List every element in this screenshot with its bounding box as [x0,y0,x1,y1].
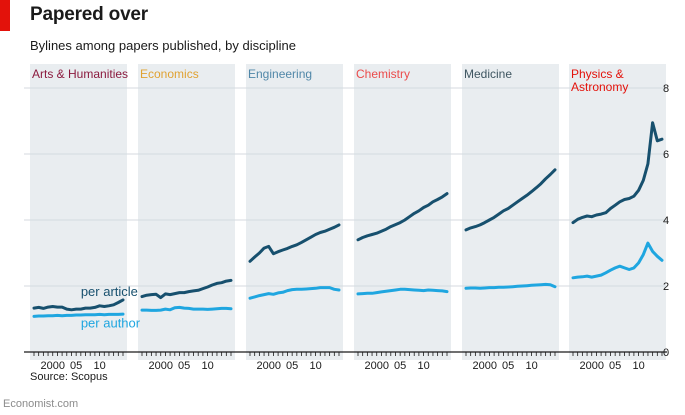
x-tick-label: 05 [178,360,190,372]
x-tick-label: 05 [70,360,82,372]
x-tick-label: 10 [201,360,213,372]
x-tick-label: 10 [632,360,644,372]
x-tick-label: 10 [525,360,537,372]
series-line-per-author [248,286,341,300]
panel-background [462,64,559,360]
y-tick-label: 4 [663,215,669,227]
panel-label: Physics & [571,67,624,81]
x-tick-label: 10 [93,360,105,372]
x-tick-label: 2000 [256,360,280,372]
chart-subtitle: Bylines among papers published, by disci… [30,38,296,53]
panel-label: Arts & Humanities [32,67,128,81]
panel-background [30,64,127,360]
series-line-per-article [571,121,664,225]
series-line-per-author [464,282,557,290]
x-tick-label: 05 [394,360,406,372]
series-line-per-article [248,223,341,263]
series-line-per-article [356,192,449,242]
x-tick-label: 2000 [148,360,172,372]
series-line-per-article [140,278,233,300]
y-tick-label: 6 [663,149,669,161]
x-tick-label: 05 [286,360,298,372]
x-tick-label: 05 [502,360,514,372]
series-line-per-author [32,312,125,318]
series-line-per-article [464,168,557,232]
x-tick-label: 10 [417,360,429,372]
series-line-per-author [140,305,233,312]
panel-label: Engineering [248,67,312,81]
series-label-per-article: per article [81,284,138,299]
panel-background [354,64,451,360]
source-note: Source: Scopus [30,371,108,383]
series-line-per-article [32,298,125,312]
y-tick-label: 0 [663,347,669,359]
x-tick-label: 2000 [472,360,496,372]
series-line-per-author [356,287,449,296]
brand-red-bar [0,0,10,31]
x-tick-label: 2000 [364,360,388,372]
series-label-per-author: per author [81,315,141,330]
x-tick-label: 2000 [40,360,64,372]
chart-title: Papered over [30,4,148,25]
brand-footer: Economist.com [3,398,79,410]
panel-label: Economics [140,67,199,81]
x-tick-label: 2000 [579,360,603,372]
panel-background [569,64,666,360]
panel-label: Medicine [464,67,512,81]
x-tick-label: 10 [309,360,321,372]
panel-label: Astronomy [571,80,628,94]
y-tick-label: 2 [663,281,669,293]
panel-label: Chemistry [356,67,410,81]
x-tick-label: 05 [609,360,621,372]
panel-background [246,64,343,360]
panel-background [138,64,235,360]
series-line-per-author [571,241,664,280]
y-tick-label: 8 [663,83,669,95]
